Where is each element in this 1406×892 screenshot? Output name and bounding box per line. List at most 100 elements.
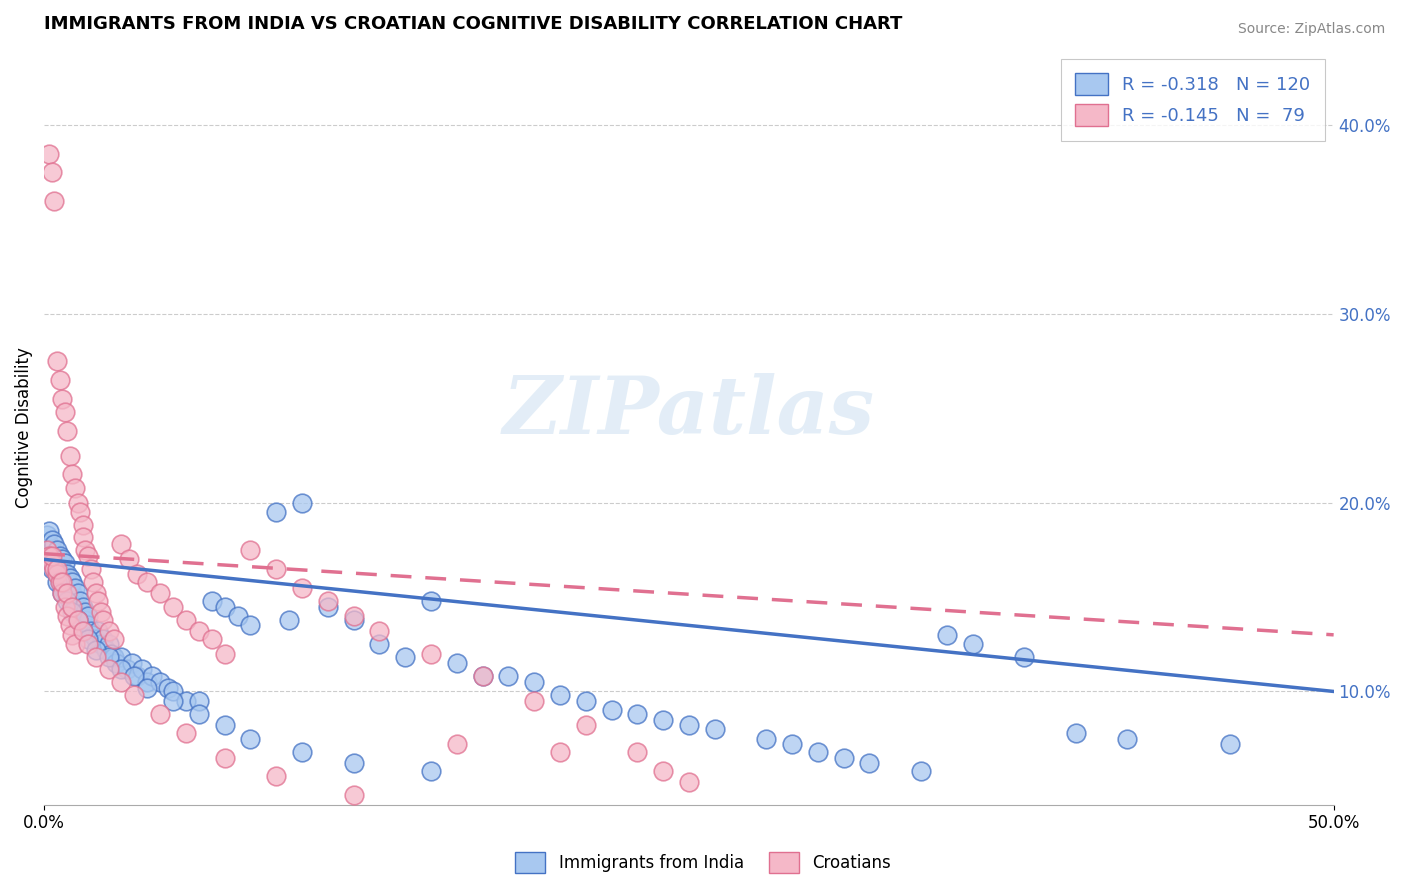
Point [77, 549, 100, 563]
Point [201, 632, 224, 646]
Point [136, 574, 159, 589]
Point [82, 574, 104, 589]
Point [59, 618, 82, 632]
Point [63, 481, 86, 495]
Point [56, 609, 79, 624]
Point [342, 613, 364, 627]
Point [214, 647, 236, 661]
Point [72, 518, 94, 533]
Point [62, 628, 84, 642]
Point [110, 650, 132, 665]
Point [226, 609, 249, 624]
Point [187, 694, 209, 708]
Point [82, 628, 104, 642]
Point [77, 637, 100, 651]
Point [125, 567, 148, 582]
Point [100, 647, 122, 661]
Point [264, 505, 287, 519]
Point [755, 731, 778, 746]
Point [394, 650, 416, 665]
Point [523, 675, 546, 690]
Point [48, 574, 70, 589]
Point [51, 392, 73, 406]
Point [46, 354, 69, 368]
Point [575, 694, 598, 708]
Point [63, 581, 86, 595]
Point [87, 624, 110, 638]
Point [131, 662, 153, 676]
Point [84, 586, 107, 600]
Point [84, 643, 107, 657]
Point [162, 694, 184, 708]
Point [48, 549, 70, 563]
Point [1012, 650, 1035, 665]
Point [38, 537, 60, 551]
Point [72, 624, 94, 638]
Point [103, 650, 125, 665]
Point [44, 537, 66, 551]
Point [35, 528, 58, 542]
Point [35, 542, 58, 557]
Point [53, 405, 76, 419]
Point [51, 586, 73, 600]
Point [1116, 731, 1139, 746]
Point [56, 574, 79, 589]
Point [62, 605, 84, 619]
Point [62, 574, 84, 589]
Point [174, 726, 197, 740]
Point [46, 562, 69, 576]
Point [316, 594, 339, 608]
Point [115, 662, 138, 676]
Point [46, 552, 69, 566]
Point [84, 632, 107, 646]
Point [63, 637, 86, 651]
Point [910, 764, 932, 778]
Point [41, 549, 63, 563]
Point [446, 656, 468, 670]
Point [342, 756, 364, 771]
Point [59, 581, 82, 595]
Point [832, 750, 855, 764]
Point [149, 675, 172, 690]
Point [125, 669, 148, 683]
Point [51, 581, 73, 595]
Point [41, 556, 63, 570]
Point [46, 567, 69, 582]
Point [97, 662, 120, 676]
Point [38, 146, 60, 161]
Legend: R = -0.318   N = 120, R = -0.145   N =  79: R = -0.318 N = 120, R = -0.145 N = 79 [1060, 59, 1324, 141]
Point [38, 524, 60, 538]
Point [156, 681, 179, 695]
Point [48, 574, 70, 589]
Point [46, 567, 69, 582]
Point [652, 713, 675, 727]
Point [103, 632, 125, 646]
Point [136, 681, 159, 695]
Point [174, 613, 197, 627]
Point [1064, 726, 1087, 740]
Point [600, 703, 623, 717]
Point [935, 628, 957, 642]
Point [48, 373, 70, 387]
Point [62, 599, 84, 614]
Point [56, 424, 79, 438]
Point [548, 745, 571, 759]
Point [124, 688, 146, 702]
Point [1219, 737, 1241, 751]
Point [575, 718, 598, 732]
Point [53, 586, 76, 600]
Point [41, 556, 63, 570]
Point [523, 694, 546, 708]
Point [35, 542, 58, 557]
Point [214, 599, 236, 614]
Point [162, 684, 184, 698]
Point [93, 613, 115, 627]
Point [87, 594, 110, 608]
Text: ZIPatlas: ZIPatlas [503, 374, 875, 451]
Point [56, 567, 79, 582]
Point [626, 707, 648, 722]
Point [780, 737, 803, 751]
Point [66, 613, 89, 627]
Point [136, 675, 159, 690]
Point [66, 599, 89, 614]
